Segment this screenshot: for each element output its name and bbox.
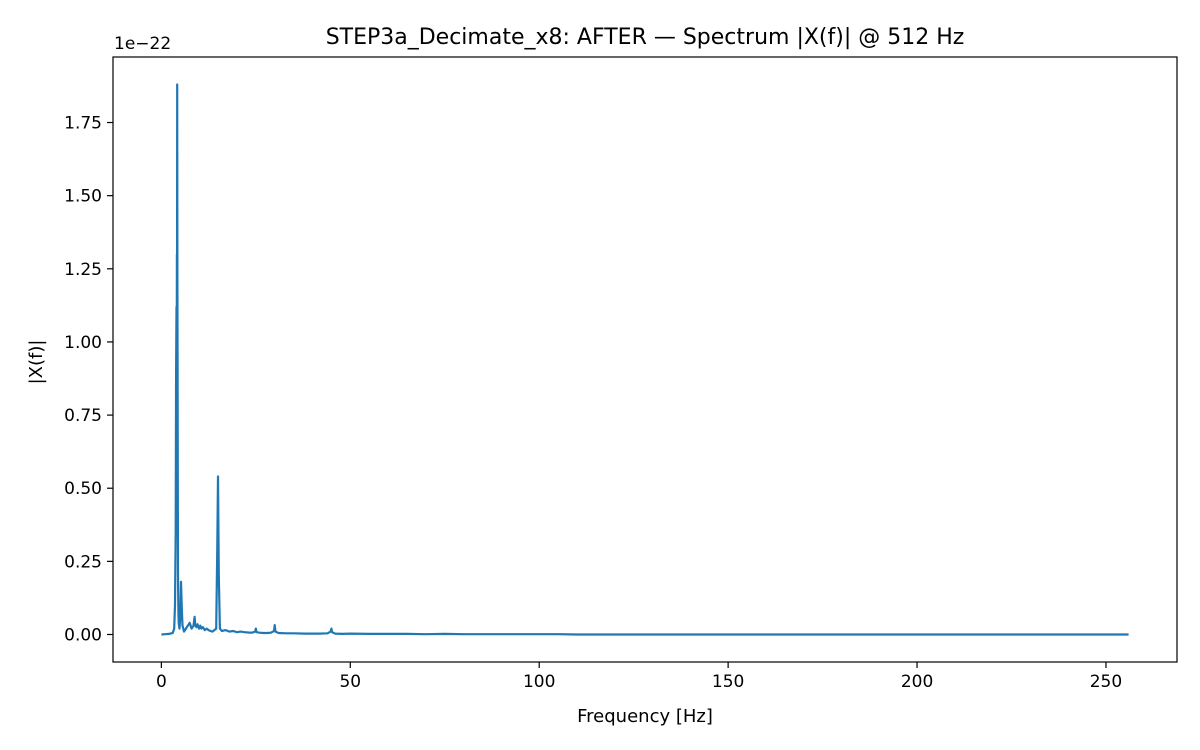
x-tick-label: 150: [712, 672, 744, 692]
y-tick-label: 0.50: [64, 479, 102, 499]
x-tick-label: 200: [901, 672, 933, 692]
x-tick-label: 100: [523, 672, 555, 692]
y-tick-label: 0.75: [64, 406, 102, 426]
x-tick-label: 50: [339, 672, 361, 692]
chart-title: STEP3a_Decimate_x8: AFTER — Spectrum |X(…: [326, 25, 965, 50]
axis-ticks: 0 50 100 150 200 250 0.00 0.25 0.50 0.75 1.00 1.25 1…: [64, 114, 1122, 692]
x-tick-label: 0: [156, 672, 167, 692]
x-axis-title: Frequency [Hz]: [577, 706, 713, 727]
plot-area: [161, 83, 1129, 636]
y-tick-label: 0.00: [64, 626, 102, 646]
x-tick-label: 250: [1090, 672, 1122, 692]
y-tick-label: 0.25: [64, 552, 102, 572]
y-tick-label: 1.50: [64, 187, 102, 207]
y-tick-label: 1.25: [64, 260, 102, 280]
y-axis-title: |X(f)|: [26, 340, 47, 385]
y-offset-label: 1e−22: [114, 34, 171, 54]
y-tick-label: 1.00: [64, 333, 102, 353]
axes-frame: [112, 56, 1178, 663]
y-tick-label: 1.75: [64, 114, 102, 134]
series-line: [161, 83, 1129, 636]
